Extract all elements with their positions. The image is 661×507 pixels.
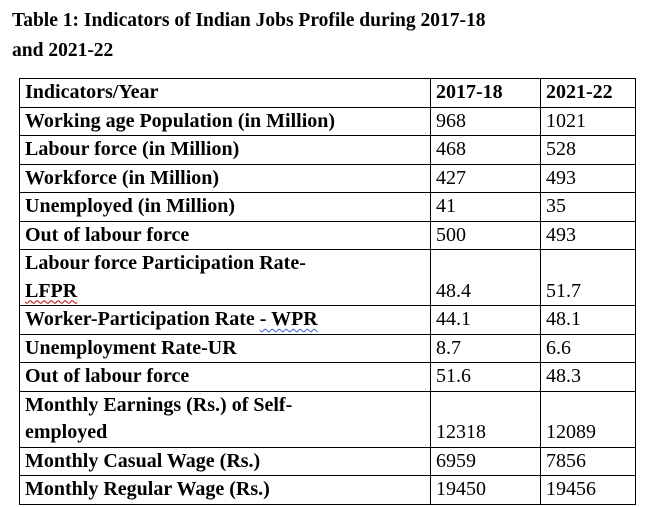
row-value-2017-18: 968	[430, 106, 541, 136]
row-indicator: Workforce (in Million)	[19, 163, 431, 193]
table-row: Unemployed (in Million) 41 35	[19, 192, 636, 222]
row-value-2017-18: 12318	[430, 390, 541, 448]
row-indicator: Monthly Casual Wage (Rs.)	[19, 446, 431, 476]
table-title: Table 1: Indicators of Indian Jobs Profi…	[12, 6, 652, 66]
table-row: Labour force Participation Rate- LFPR 48.…	[19, 249, 636, 306]
row-value-2021-22: 1021	[540, 106, 636, 136]
row-value-2017-18: 19450	[430, 475, 541, 505]
table-row: Worker-Participation Rate - WPR 44.1 48.…	[19, 305, 636, 335]
row-indicator-line-1: Labour force Participation Rate-	[25, 252, 306, 274]
row-indicator: Out of labour force	[19, 220, 431, 250]
row-indicator-abbrev: - WPR	[259, 308, 318, 330]
table-row: Monthly Regular Wage (Rs.) 19450 19456	[19, 475, 636, 505]
row-value-2017-18: 41	[430, 192, 541, 222]
row-value-2021-22: 19456	[540, 475, 636, 505]
row-indicator: Worker-Participation Rate - WPR	[19, 305, 431, 335]
row-value-2021-22: 7856	[540, 446, 636, 476]
row-value-2021-22: 6.6	[540, 333, 636, 363]
row-value-2021-22: 48.1	[540, 305, 636, 335]
table-row: Out of labour force 51.6 48.3	[19, 362, 636, 392]
row-indicator-line-2: LFPR	[25, 279, 78, 302]
table-row: Out of labour force 500 493	[19, 220, 636, 250]
header-year-2017-18: 2017-18	[430, 78, 541, 108]
row-indicator: Unemployed (in Million)	[19, 192, 431, 222]
row-value-2021-22: 48.3	[540, 362, 636, 392]
row-value-2017-18: 500	[430, 220, 541, 250]
row-indicator: Labour force Participation Rate- LFPR	[19, 249, 431, 306]
row-value-2017-18: 51.6	[430, 362, 541, 392]
table-row: Monthly Casual Wage (Rs.) 6959 7856	[19, 446, 636, 476]
row-indicator: Monthly Earnings (Rs.) of Self-employed	[19, 390, 431, 448]
row-indicator-line-2: employed	[25, 421, 108, 443]
row-value-2021-22: 493	[540, 163, 636, 193]
table-header-row: Indicators/Year 2017-18 2021-22	[19, 78, 636, 108]
row-value-2017-18: 44.1	[430, 305, 541, 335]
row-value-2021-22: 493	[540, 220, 636, 250]
table-row: Unemployment Rate-UR 8.7 6.6	[19, 333, 636, 363]
header-year-2021-22: 2021-22	[540, 78, 636, 108]
row-value-2017-18: 6959	[430, 446, 541, 476]
row-indicator-text: Worker-Participation Rate	[25, 308, 260, 330]
row-indicator: Working age Population (in Million)	[19, 106, 431, 136]
row-indicator: Labour force (in Million)	[19, 135, 431, 165]
indicators-table: Indicators/Year 2017-18 2021-22 Working …	[19, 78, 636, 505]
row-indicator: Out of labour force	[19, 362, 431, 392]
title-line-1: Table 1: Indicators of Indian Jobs Profi…	[12, 10, 486, 31]
row-value-2017-18: 8.7	[430, 333, 541, 363]
row-indicator-line-1: Monthly Earnings (Rs.) of Self-	[25, 393, 293, 416]
row-value-2021-22: 35	[540, 192, 636, 222]
row-value-2017-18: 48.4	[430, 249, 541, 306]
table-row: Working age Population (in Million) 968 …	[19, 106, 636, 136]
header-indicator: Indicators/Year	[19, 78, 431, 108]
row-indicator: Monthly Regular Wage (Rs.)	[19, 475, 431, 505]
row-indicator: Unemployment Rate-UR	[19, 333, 431, 363]
row-value-2021-22: 51.7	[540, 249, 636, 306]
table-row: Monthly Earnings (Rs.) of Self-employed …	[19, 390, 636, 448]
table-row: Workforce (in Million) 427 493	[19, 163, 636, 193]
table-row: Labour force (in Million) 468 528	[19, 135, 636, 165]
row-value-2021-22: 12089	[540, 390, 636, 448]
row-value-2021-22: 528	[540, 135, 636, 165]
title-line-2: and 2021-22	[12, 40, 114, 61]
row-value-2017-18: 427	[430, 163, 541, 193]
row-value-2017-18: 468	[430, 135, 541, 165]
